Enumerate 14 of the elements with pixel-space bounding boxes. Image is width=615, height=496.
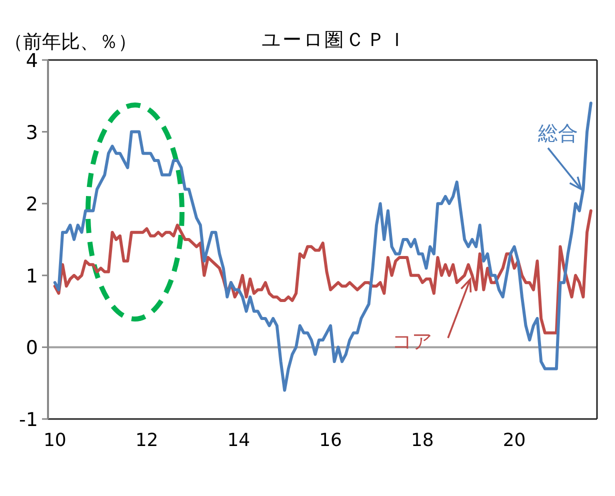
y-tick-label: -1 [19, 409, 38, 431]
y-tick-label: 4 [26, 50, 38, 72]
chart-title: ユーロ圏ＣＰＩ [262, 29, 408, 51]
y-tick-label: 0 [26, 337, 38, 360]
x-tick-label: 10 [43, 430, 66, 451]
y-tick-label: 2 [26, 194, 38, 216]
x-tick-label: 16 [319, 430, 342, 451]
y-axis-title: （前年比、％） [4, 31, 137, 53]
x-tick-label: 12 [135, 430, 158, 451]
x-tick-label: 20 [502, 430, 526, 451]
x-tick-label: 14 [227, 430, 250, 451]
x-tick-label: 18 [410, 430, 434, 451]
y-tick-label: 3 [26, 122, 38, 144]
y-tick-label: 1 [26, 265, 38, 288]
